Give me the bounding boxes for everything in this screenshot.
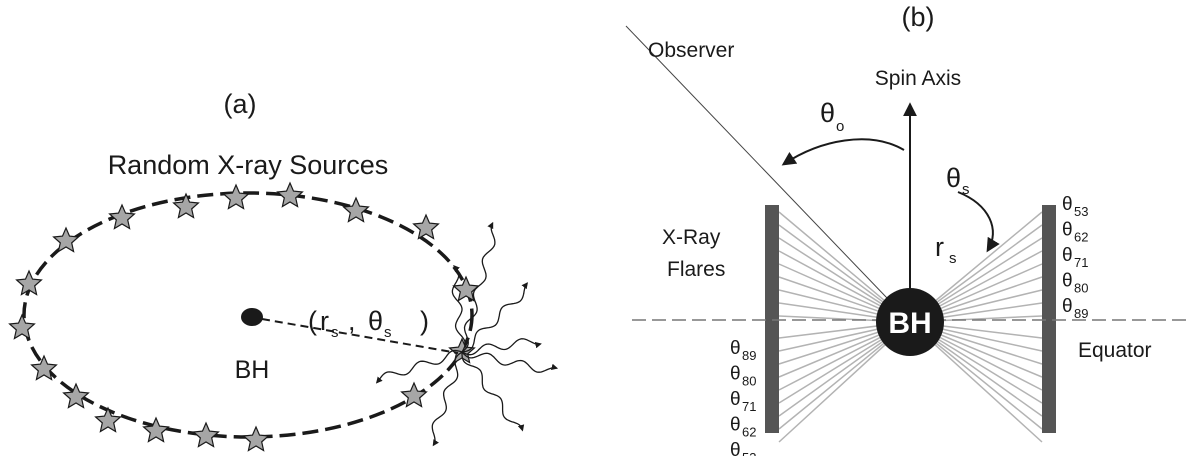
source-star: [62, 382, 90, 409]
theta-label-sub: 89: [742, 348, 756, 363]
theta-label-symbol: θ: [1062, 194, 1073, 215]
coord-r-sub: s: [331, 324, 339, 341]
coord-open-paren: (: [308, 306, 317, 336]
theta-label: θ 80: [1062, 271, 1088, 296]
source-star: [222, 183, 250, 210]
observer-label: Observer: [648, 39, 734, 62]
source-star: [412, 213, 440, 240]
emission-ray: [461, 338, 542, 356]
panel-b: (b) Observer Spin Axis θ o θ s r s Equat…: [625, 2, 1189, 456]
theta-label-sub: 62: [742, 425, 756, 440]
theta-label: θ 89: [1062, 296, 1088, 321]
theta-label-sub: 53: [742, 450, 756, 456]
coord-theta-sub: s: [384, 324, 392, 341]
source-star: [276, 181, 304, 208]
source-star: [452, 275, 480, 302]
theta-label-symbol: θ: [1062, 220, 1073, 241]
source-star: [400, 381, 428, 408]
theta-label-symbol: θ: [1062, 245, 1073, 266]
theta-label-sub: 62: [1074, 230, 1088, 245]
theta-label-sub: 71: [742, 399, 756, 414]
theta-label-symbol: θ: [730, 338, 741, 359]
panel-b-label: (b): [902, 2, 935, 32]
coord-r: r: [320, 306, 329, 336]
source-star: [8, 313, 36, 340]
emission-ray: [461, 352, 525, 432]
emission-ray: [461, 282, 528, 353]
source-star: [142, 416, 170, 443]
source-star: [242, 425, 270, 452]
theta-label-sub: 53: [1074, 204, 1088, 219]
x-ray-sources: [8, 181, 480, 452]
source-star: [52, 226, 80, 253]
source-star: [342, 196, 370, 223]
theta-label: θ 89: [730, 338, 756, 363]
coord-close-paren: ): [420, 306, 429, 336]
theta-o-symbol: θ: [820, 98, 835, 128]
r-s-sub: s: [949, 250, 957, 267]
bh-label-b: BH: [888, 307, 931, 340]
theta-label-sub: 80: [1074, 281, 1088, 296]
equator-label: Equator: [1078, 339, 1152, 362]
left-angle-labels: θ89θ80θ71θ62θ53: [730, 338, 756, 456]
emission-ray: [431, 351, 463, 447]
flares-label-line2: Flares: [667, 258, 725, 281]
panel-a-label: (a): [224, 89, 257, 119]
r-s-symbol: r: [935, 232, 944, 262]
theta-label-symbol: θ: [730, 389, 741, 410]
source-star: [30, 354, 58, 381]
theta-s-arc: [957, 191, 1000, 253]
emission-ray: [375, 349, 463, 384]
theta-label: θ 62: [1062, 220, 1088, 245]
radius-line: [261, 318, 459, 354]
source-star: [15, 269, 43, 296]
theta-label-symbol: θ: [730, 440, 741, 456]
theta-label-sub: 80: [742, 374, 756, 389]
theta-label: θ 71: [1062, 245, 1088, 270]
source-star: [172, 192, 200, 219]
theta-s-sub: s: [962, 181, 970, 198]
theta-label: θ 71: [730, 389, 756, 414]
theta-o-arc: [781, 138, 905, 166]
theta-label-sub: 71: [1074, 255, 1088, 270]
source-star: [94, 406, 122, 433]
emission-ray: [461, 351, 559, 373]
emission-ray: [451, 265, 466, 353]
theta-label: θ 62: [730, 415, 756, 440]
right-angle-labels: θ 53θ 62θ 71θ 80θ 89: [1062, 194, 1088, 321]
theta-label-symbol: θ: [730, 364, 741, 385]
left-flare-slab: [765, 205, 779, 433]
theta-label-sub: 89: [1074, 306, 1088, 321]
coord-theta: θ: [368, 306, 383, 336]
source-star: [192, 421, 220, 448]
theta-label: θ53: [730, 440, 756, 456]
spin-axis-label: Spin Axis: [875, 67, 961, 90]
right-flare-slab: [1042, 205, 1056, 433]
theta-label-symbol: θ: [1062, 271, 1073, 292]
emission-ray: [461, 221, 496, 353]
flares-label-line1: X-Ray: [662, 226, 721, 249]
theta-s-symbol: θ: [946, 163, 961, 193]
coord-comma: ,: [348, 306, 356, 336]
theta-label-symbol: θ: [1062, 296, 1073, 317]
panel-a: (a) Random X-ray Sources BH ( r s , θ s …: [8, 89, 559, 452]
black-hole-dot: [241, 308, 263, 326]
bh-label-a: BH: [235, 356, 270, 384]
theta-o-sub: o: [836, 118, 844, 135]
theta-label-symbol: θ: [730, 415, 741, 436]
theta-label: θ 80: [730, 364, 756, 389]
source-coordinates: ( r s , θ s ): [308, 306, 429, 341]
black-hole: [876, 288, 944, 356]
observer-line: [625, 25, 911, 323]
source-star: [108, 203, 136, 230]
panel-a-title: Random X-ray Sources: [108, 150, 389, 180]
emission-rays: [375, 221, 559, 447]
